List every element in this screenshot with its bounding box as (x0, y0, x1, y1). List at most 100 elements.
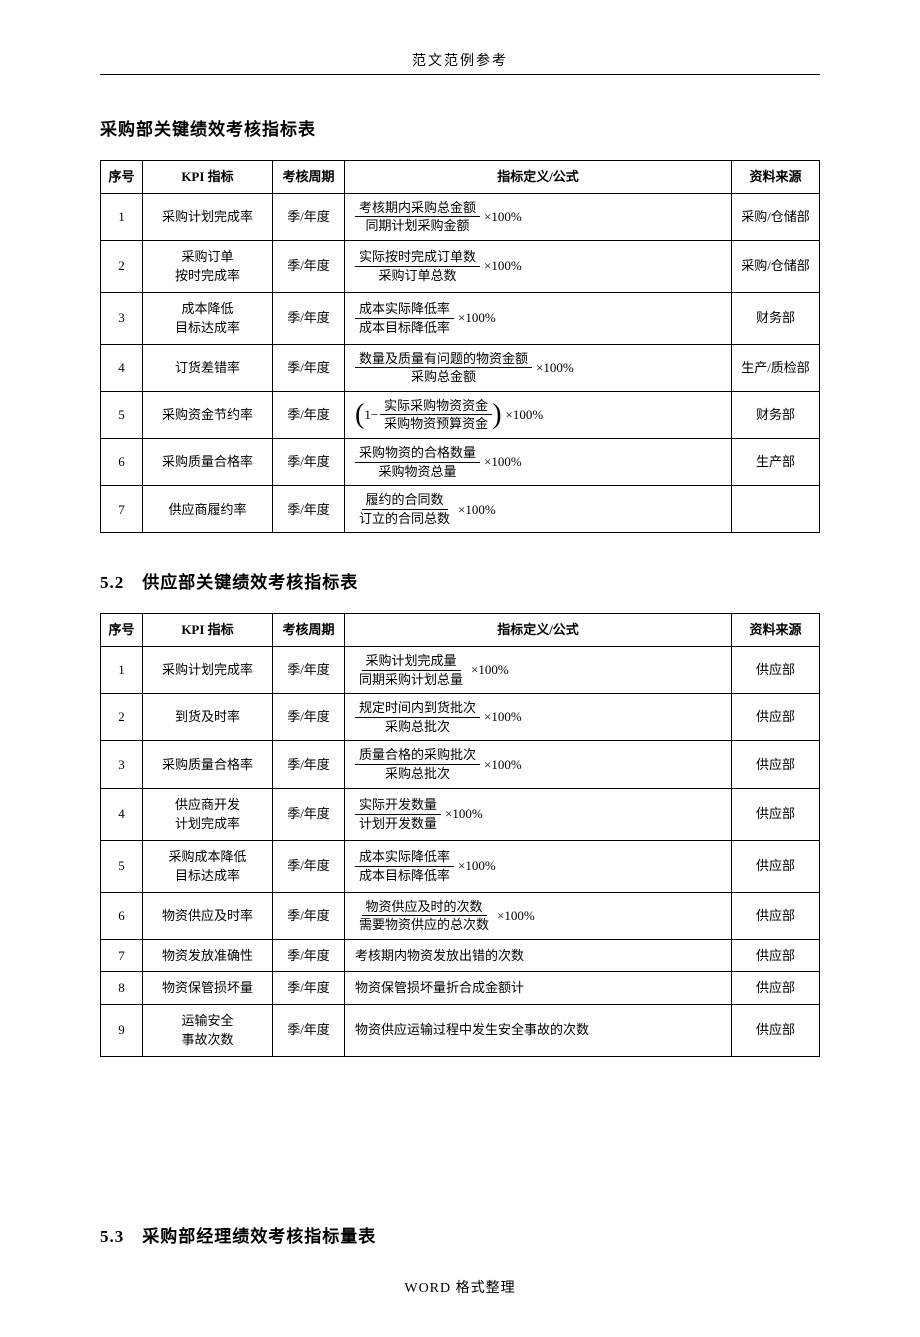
kpi-cell: 到货及时率 (143, 694, 273, 741)
formula-cell: 采购物资的合格数量采购物资总量×100% (345, 439, 732, 486)
kpi-cell: 采购质量合格率 (143, 741, 273, 788)
table-row: 7供应商履约率季/年度履约的合同数订立的合同总数×100% (101, 486, 820, 533)
source-cell: 供应部 (732, 646, 820, 693)
seq-cell: 9 (101, 1004, 143, 1056)
cycle-cell: 季/年度 (273, 646, 345, 693)
cycle-cell: 季/年度 (273, 972, 345, 1005)
source-cell: 财务部 (732, 292, 820, 344)
kpi-cell: 成本降低目标达成率 (143, 292, 273, 344)
header-divider (100, 74, 820, 75)
formula-cell: 规定时间内到货批次采购总批次×100% (345, 694, 732, 741)
col-kpi: KPI 指标 (143, 614, 273, 647)
source-cell: 生产/质检部 (732, 344, 820, 391)
source-cell: 供应部 (732, 741, 820, 788)
table-row: 7物资发放准确性季/年度考核期内物资发放出错的次数供应部 (101, 939, 820, 972)
cycle-cell: 季/年度 (273, 344, 345, 391)
section3-title: 5.3 采购部经理绩效考核指标量表 (100, 1222, 820, 1247)
formula-cell: 采购计划完成量同期采购计划总量×100% (345, 646, 732, 693)
seq-cell: 1 (101, 646, 143, 693)
cycle-cell: 季/年度 (273, 840, 345, 892)
table-row: 6物资供应及时率季/年度物资供应及时的次数需要物资供应的总次数×100%供应部 (101, 892, 820, 939)
table-row: 8物资保管损坏量季/年度物资保管损坏量折合成金额计供应部 (101, 972, 820, 1005)
col-cycle: 考核周期 (273, 614, 345, 647)
kpi-cell: 物资供应及时率 (143, 892, 273, 939)
seq-cell: 6 (101, 439, 143, 486)
section2-title-text: 供应部关键绩效考核指标表 (142, 573, 358, 592)
cycle-cell: 季/年度 (273, 292, 345, 344)
seq-cell: 8 (101, 972, 143, 1005)
formula-cell: 物资供应及时的次数需要物资供应的总次数×100% (345, 892, 732, 939)
seq-cell: 6 (101, 892, 143, 939)
section3-number: 5.3 (100, 1227, 124, 1246)
kpi-cell: 物资发放准确性 (143, 939, 273, 972)
kpi-cell: 采购计划完成率 (143, 193, 273, 240)
seq-cell: 7 (101, 486, 143, 533)
cycle-cell: 季/年度 (273, 240, 345, 292)
source-cell: 生产部 (732, 439, 820, 486)
seq-cell: 4 (101, 788, 143, 840)
page-footer: WORD 格式整理 (100, 1277, 820, 1297)
cycle-cell: 季/年度 (273, 1004, 345, 1056)
source-cell: 供应部 (732, 840, 820, 892)
table-row: 6采购质量合格率季/年度采购物资的合格数量采购物资总量×100%生产部 (101, 439, 820, 486)
col-cycle: 考核周期 (273, 161, 345, 194)
source-cell: 供应部 (732, 694, 820, 741)
source-cell: 供应部 (732, 788, 820, 840)
cycle-cell: 季/年度 (273, 439, 345, 486)
formula-cell: 物资保管损坏量折合成金额计 (345, 972, 732, 1005)
table-row: 5采购成本降低目标达成率季/年度成本实际降低率成本目标降低率×100%供应部 (101, 840, 820, 892)
table-header-row: 序号 KPI 指标 考核周期 指标定义/公式 资料来源 (101, 614, 820, 647)
formula-cell: 质量合格的采购批次采购总批次×100% (345, 741, 732, 788)
formula-cell: 物资供应运输过程中发生安全事故的次数 (345, 1004, 732, 1056)
source-cell: 供应部 (732, 892, 820, 939)
section2-table: 序号 KPI 指标 考核周期 指标定义/公式 资料来源 1采购计划完成率季/年度… (100, 613, 820, 1056)
table-row: 1采购计划完成率季/年度考核期内采购总金额同期计划采购金额×100%采购/仓储部 (101, 193, 820, 240)
section2-number: 5.2 (100, 573, 124, 592)
section3-title-text: 采购部经理绩效考核指标量表 (142, 1227, 376, 1246)
seq-cell: 7 (101, 939, 143, 972)
col-seq: 序号 (101, 614, 143, 647)
table-row: 4供应商开发计划完成率季/年度实际开发数量计划开发数量×100%供应部 (101, 788, 820, 840)
table-row: 1采购计划完成率季/年度采购计划完成量同期采购计划总量×100%供应部 (101, 646, 820, 693)
kpi-cell: 采购质量合格率 (143, 439, 273, 486)
seq-cell: 3 (101, 292, 143, 344)
formula-cell: 考核期内物资发放出错的次数 (345, 939, 732, 972)
formula-cell: 成本实际降低率成本目标降低率×100% (345, 292, 732, 344)
seq-cell: 5 (101, 840, 143, 892)
source-cell: 供应部 (732, 939, 820, 972)
formula-cell: 履约的合同数订立的合同总数×100% (345, 486, 732, 533)
source-cell: 供应部 (732, 1004, 820, 1056)
cycle-cell: 季/年度 (273, 486, 345, 533)
seq-cell: 1 (101, 193, 143, 240)
kpi-cell: 采购计划完成率 (143, 646, 273, 693)
source-cell: 财务部 (732, 391, 820, 438)
cycle-cell: 季/年度 (273, 391, 345, 438)
source-cell: 采购/仓储部 (732, 193, 820, 240)
table-header-row: 序号 KPI 指标 考核周期 指标定义/公式 资料来源 (101, 161, 820, 194)
kpi-cell: 运输安全事故次数 (143, 1004, 273, 1056)
col-seq: 序号 (101, 161, 143, 194)
table-row: 5采购资金节约率季/年度(1−实际采购物资资金采购物资预算资金)×100%财务部 (101, 391, 820, 438)
formula-cell: 成本实际降低率成本目标降低率×100% (345, 840, 732, 892)
formula-cell: 数量及质量有问题的物资金额采购总金额×100% (345, 344, 732, 391)
formula-cell: 考核期内采购总金额同期计划采购金额×100% (345, 193, 732, 240)
seq-cell: 4 (101, 344, 143, 391)
table-row: 3采购质量合格率季/年度质量合格的采购批次采购总批次×100%供应部 (101, 741, 820, 788)
col-source: 资料来源 (732, 161, 820, 194)
formula-cell: (1−实际采购物资资金采购物资预算资金)×100% (345, 391, 732, 438)
table-row: 2采购订单按时完成率季/年度实际按时完成订单数采购订单总数×100%采购/仓储部 (101, 240, 820, 292)
source-cell (732, 486, 820, 533)
source-cell: 供应部 (732, 972, 820, 1005)
kpi-cell: 采购资金节约率 (143, 391, 273, 438)
section1-title: 采购部关键绩效考核指标表 (100, 115, 820, 140)
kpi-cell: 供应商履约率 (143, 486, 273, 533)
kpi-cell: 物资保管损坏量 (143, 972, 273, 1005)
cycle-cell: 季/年度 (273, 193, 345, 240)
seq-cell: 3 (101, 741, 143, 788)
col-formula: 指标定义/公式 (345, 614, 732, 647)
table-row: 3成本降低目标达成率季/年度成本实际降低率成本目标降低率×100%财务部 (101, 292, 820, 344)
col-formula: 指标定义/公式 (345, 161, 732, 194)
kpi-cell: 订货差错率 (143, 344, 273, 391)
kpi-cell: 供应商开发计划完成率 (143, 788, 273, 840)
cycle-cell: 季/年度 (273, 788, 345, 840)
